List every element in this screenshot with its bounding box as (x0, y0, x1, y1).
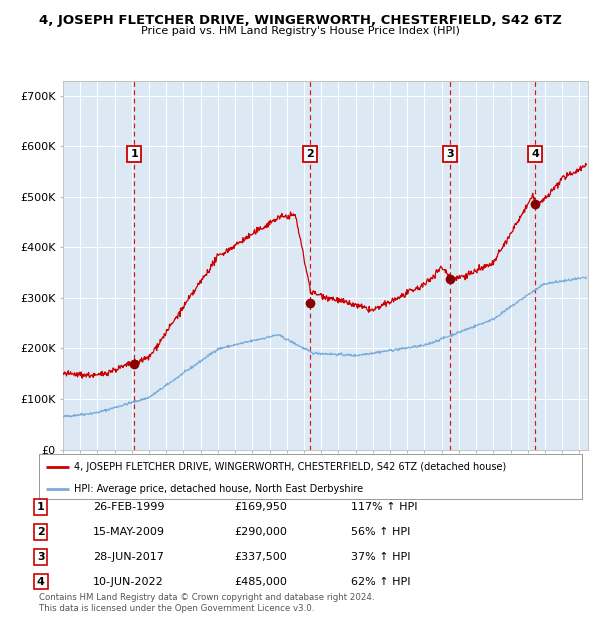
Text: 28-JUN-2017: 28-JUN-2017 (93, 552, 164, 562)
Text: 62% ↑ HPI: 62% ↑ HPI (351, 577, 410, 587)
Text: 15-MAY-2009: 15-MAY-2009 (93, 527, 165, 537)
Text: Contains HM Land Registry data © Crown copyright and database right 2024.
This d: Contains HM Land Registry data © Crown c… (39, 593, 374, 613)
Text: 1: 1 (37, 502, 44, 512)
Text: Price paid vs. HM Land Registry's House Price Index (HPI): Price paid vs. HM Land Registry's House … (140, 26, 460, 36)
Text: 37% ↑ HPI: 37% ↑ HPI (351, 552, 410, 562)
Text: HPI: Average price, detached house, North East Derbyshire: HPI: Average price, detached house, Nort… (74, 484, 364, 494)
Text: 4, JOSEPH FLETCHER DRIVE, WINGERWORTH, CHESTERFIELD, S42 6TZ: 4, JOSEPH FLETCHER DRIVE, WINGERWORTH, C… (38, 14, 562, 27)
Text: 117% ↑ HPI: 117% ↑ HPI (351, 502, 418, 512)
Text: 10-JUN-2022: 10-JUN-2022 (93, 577, 164, 587)
Text: 4: 4 (532, 149, 539, 159)
Text: £290,000: £290,000 (234, 527, 287, 537)
Text: 4, JOSEPH FLETCHER DRIVE, WINGERWORTH, CHESTERFIELD, S42 6TZ (detached house): 4, JOSEPH FLETCHER DRIVE, WINGERWORTH, C… (74, 461, 506, 472)
Text: 56% ↑ HPI: 56% ↑ HPI (351, 527, 410, 537)
Text: 4: 4 (37, 577, 45, 587)
Text: 3: 3 (446, 149, 454, 159)
Text: 3: 3 (37, 552, 44, 562)
Text: £485,000: £485,000 (234, 577, 287, 587)
Text: 1: 1 (131, 149, 139, 159)
Text: £169,950: £169,950 (234, 502, 287, 512)
Text: 2: 2 (307, 149, 314, 159)
Text: 2: 2 (37, 527, 44, 537)
Text: 26-FEB-1999: 26-FEB-1999 (93, 502, 164, 512)
Text: £337,500: £337,500 (234, 552, 287, 562)
